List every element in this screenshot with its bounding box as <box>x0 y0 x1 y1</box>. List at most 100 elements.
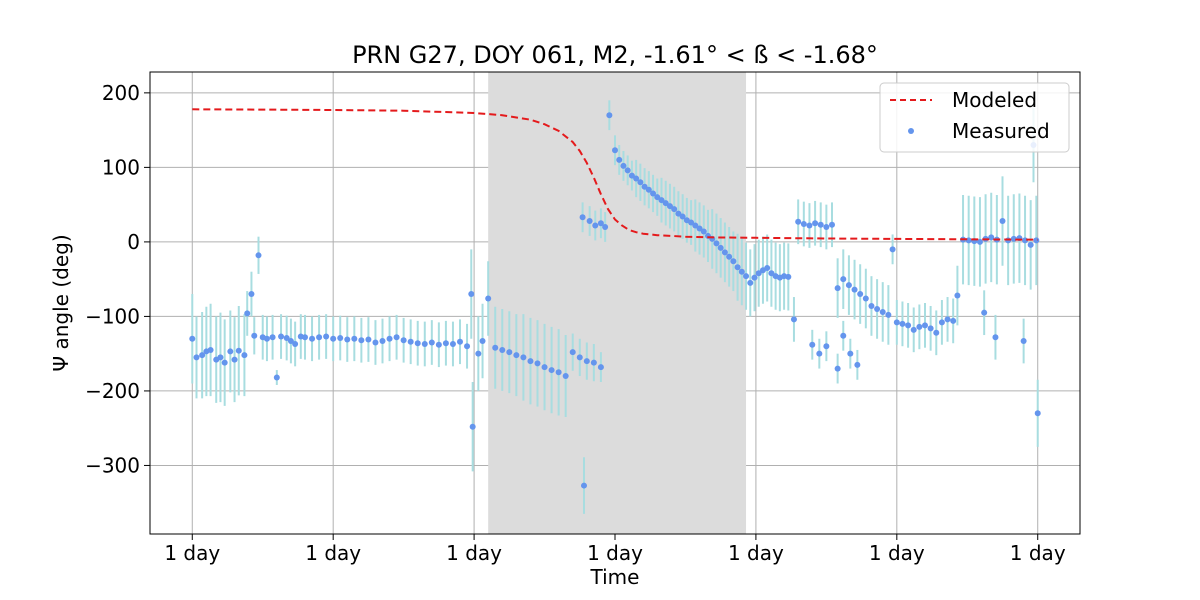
measured-point <box>768 270 775 277</box>
measured-point <box>475 350 482 357</box>
measured-point <box>379 338 386 345</box>
measured-point <box>583 358 590 365</box>
y-axis-label: Ψ angle (deg) <box>49 234 73 371</box>
measured-point <box>624 167 631 174</box>
measured-point <box>992 334 999 341</box>
measured-point <box>569 349 576 356</box>
measured-point <box>485 295 492 302</box>
y-tick-label: 100 <box>102 155 140 179</box>
measured-point <box>679 213 686 220</box>
measured-point <box>976 238 983 245</box>
measured-point <box>817 221 824 228</box>
measured-point <box>950 317 957 324</box>
measured-point <box>905 322 912 329</box>
measured-point <box>688 219 695 226</box>
measured-point <box>244 310 251 317</box>
shaded-interval <box>488 72 747 534</box>
measured-point <box>620 162 627 169</box>
measured-point <box>637 179 644 186</box>
measured-point <box>829 221 835 228</box>
measured-point <box>541 364 548 371</box>
measured-point <box>899 320 906 327</box>
measured-point <box>1033 237 1040 244</box>
measured-point <box>854 361 861 368</box>
measured-point <box>513 352 520 359</box>
measured-point <box>207 346 214 353</box>
measured-point <box>283 335 290 342</box>
measured-point <box>534 360 541 367</box>
measured-point <box>874 305 881 312</box>
measured-point <box>323 333 330 340</box>
measured-point <box>330 335 337 342</box>
measured-point <box>492 344 499 351</box>
measured-point <box>344 336 351 343</box>
measured-point <box>227 348 234 355</box>
y-tick-label: −300 <box>85 453 140 477</box>
measured-point <box>337 335 344 342</box>
measured-point <box>302 334 308 341</box>
measured-point <box>879 308 886 315</box>
measured-point <box>857 291 864 298</box>
measured-point <box>365 336 372 343</box>
measured-point <box>273 374 280 381</box>
measured-points <box>189 112 1041 489</box>
measured-point <box>1034 410 1041 417</box>
measured-point <box>351 335 358 342</box>
measured-point <box>938 319 945 326</box>
legend-measured-swatch <box>908 128 914 134</box>
measured-point <box>675 210 682 217</box>
measured-point <box>721 249 728 256</box>
tick-labels: 1 day 1 day 1 day 1 day 1 day 1 day 1 day 200 10… <box>85 81 1066 565</box>
measured-point <box>597 220 604 227</box>
measured-point <box>738 268 745 275</box>
measured-point <box>671 206 678 213</box>
x-tick-label: 1 day <box>728 541 784 565</box>
legend: Modeled Measured <box>879 82 1070 153</box>
measured-point <box>235 347 242 354</box>
measured-point <box>816 350 823 357</box>
measured-point <box>785 273 792 280</box>
measured-point <box>527 358 534 365</box>
measured-point <box>193 354 200 361</box>
measured-point <box>612 147 618 154</box>
measured-point <box>933 329 940 336</box>
measured-point <box>809 341 816 348</box>
measured-point <box>386 335 393 342</box>
measured-point <box>988 234 995 241</box>
measured-point <box>251 332 258 339</box>
measured-point <box>641 183 648 190</box>
measured-point <box>823 343 830 350</box>
measured-point <box>726 253 733 260</box>
x-tick-label: 1 day <box>1010 541 1066 565</box>
y-tick-label: −200 <box>85 379 140 403</box>
measured-point <box>717 244 724 251</box>
measured-point <box>400 337 407 344</box>
measured-point <box>189 335 196 342</box>
legend-box <box>879 82 1070 153</box>
measured-point <box>520 354 527 361</box>
measured-point <box>579 214 586 221</box>
measured-point <box>628 172 635 179</box>
x-axis-label: Time <box>590 565 640 589</box>
measured-point <box>248 291 255 298</box>
measured-point <box>449 340 456 347</box>
measured-point <box>862 295 869 302</box>
measured-point <box>840 276 847 283</box>
measured-point <box>241 352 248 359</box>
measured-point <box>263 335 270 342</box>
measured-point <box>834 365 841 372</box>
measured-point <box>999 218 1006 225</box>
measured-point <box>255 252 262 259</box>
measured-point <box>885 311 892 318</box>
measured-point <box>654 194 661 201</box>
measured-point <box>231 356 238 363</box>
y-tick-label: 200 <box>102 81 140 105</box>
measured-point <box>633 175 640 182</box>
measured-point <box>800 221 807 228</box>
measured-point <box>287 338 294 345</box>
measured-point <box>954 292 961 299</box>
measured-point <box>576 354 583 361</box>
measured-point <box>393 334 400 341</box>
measured-point <box>910 326 917 333</box>
measured-point <box>358 337 365 344</box>
